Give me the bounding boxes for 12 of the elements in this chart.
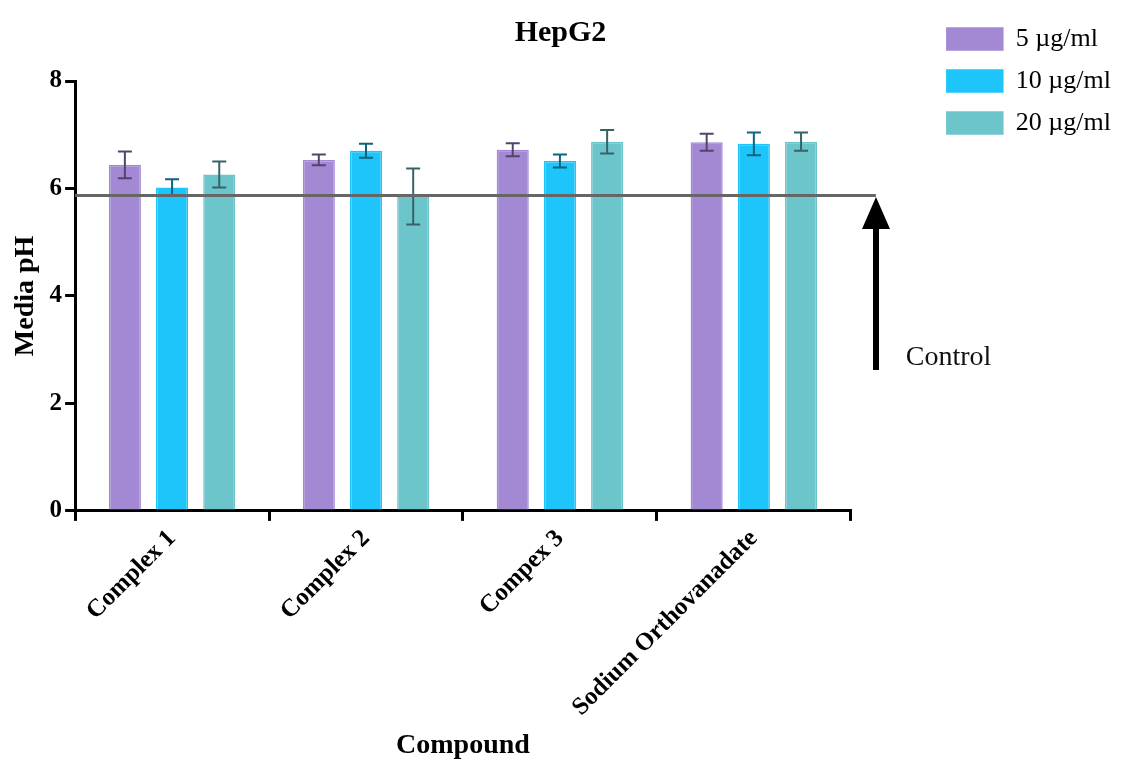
y-tick-label: 6 <box>49 172 63 200</box>
legend-label: 20 µg/ml <box>1015 106 1111 136</box>
x-axis-title: Compound <box>396 728 531 760</box>
text: Control <box>905 340 992 373</box>
y-tick-label: 4 <box>49 280 63 308</box>
legend-label: 5 µg/ml <box>1015 22 1098 52</box>
legend-label: 10 µg/ml <box>1015 64 1111 94</box>
y-tick-label: 8 <box>49 65 63 93</box>
y-axis-title: Media pH <box>8 235 40 357</box>
chart-title: HepG2 <box>514 13 607 47</box>
y-tick-label: 0 <box>49 495 63 523</box>
y-tick-label: 2 <box>49 387 63 415</box>
